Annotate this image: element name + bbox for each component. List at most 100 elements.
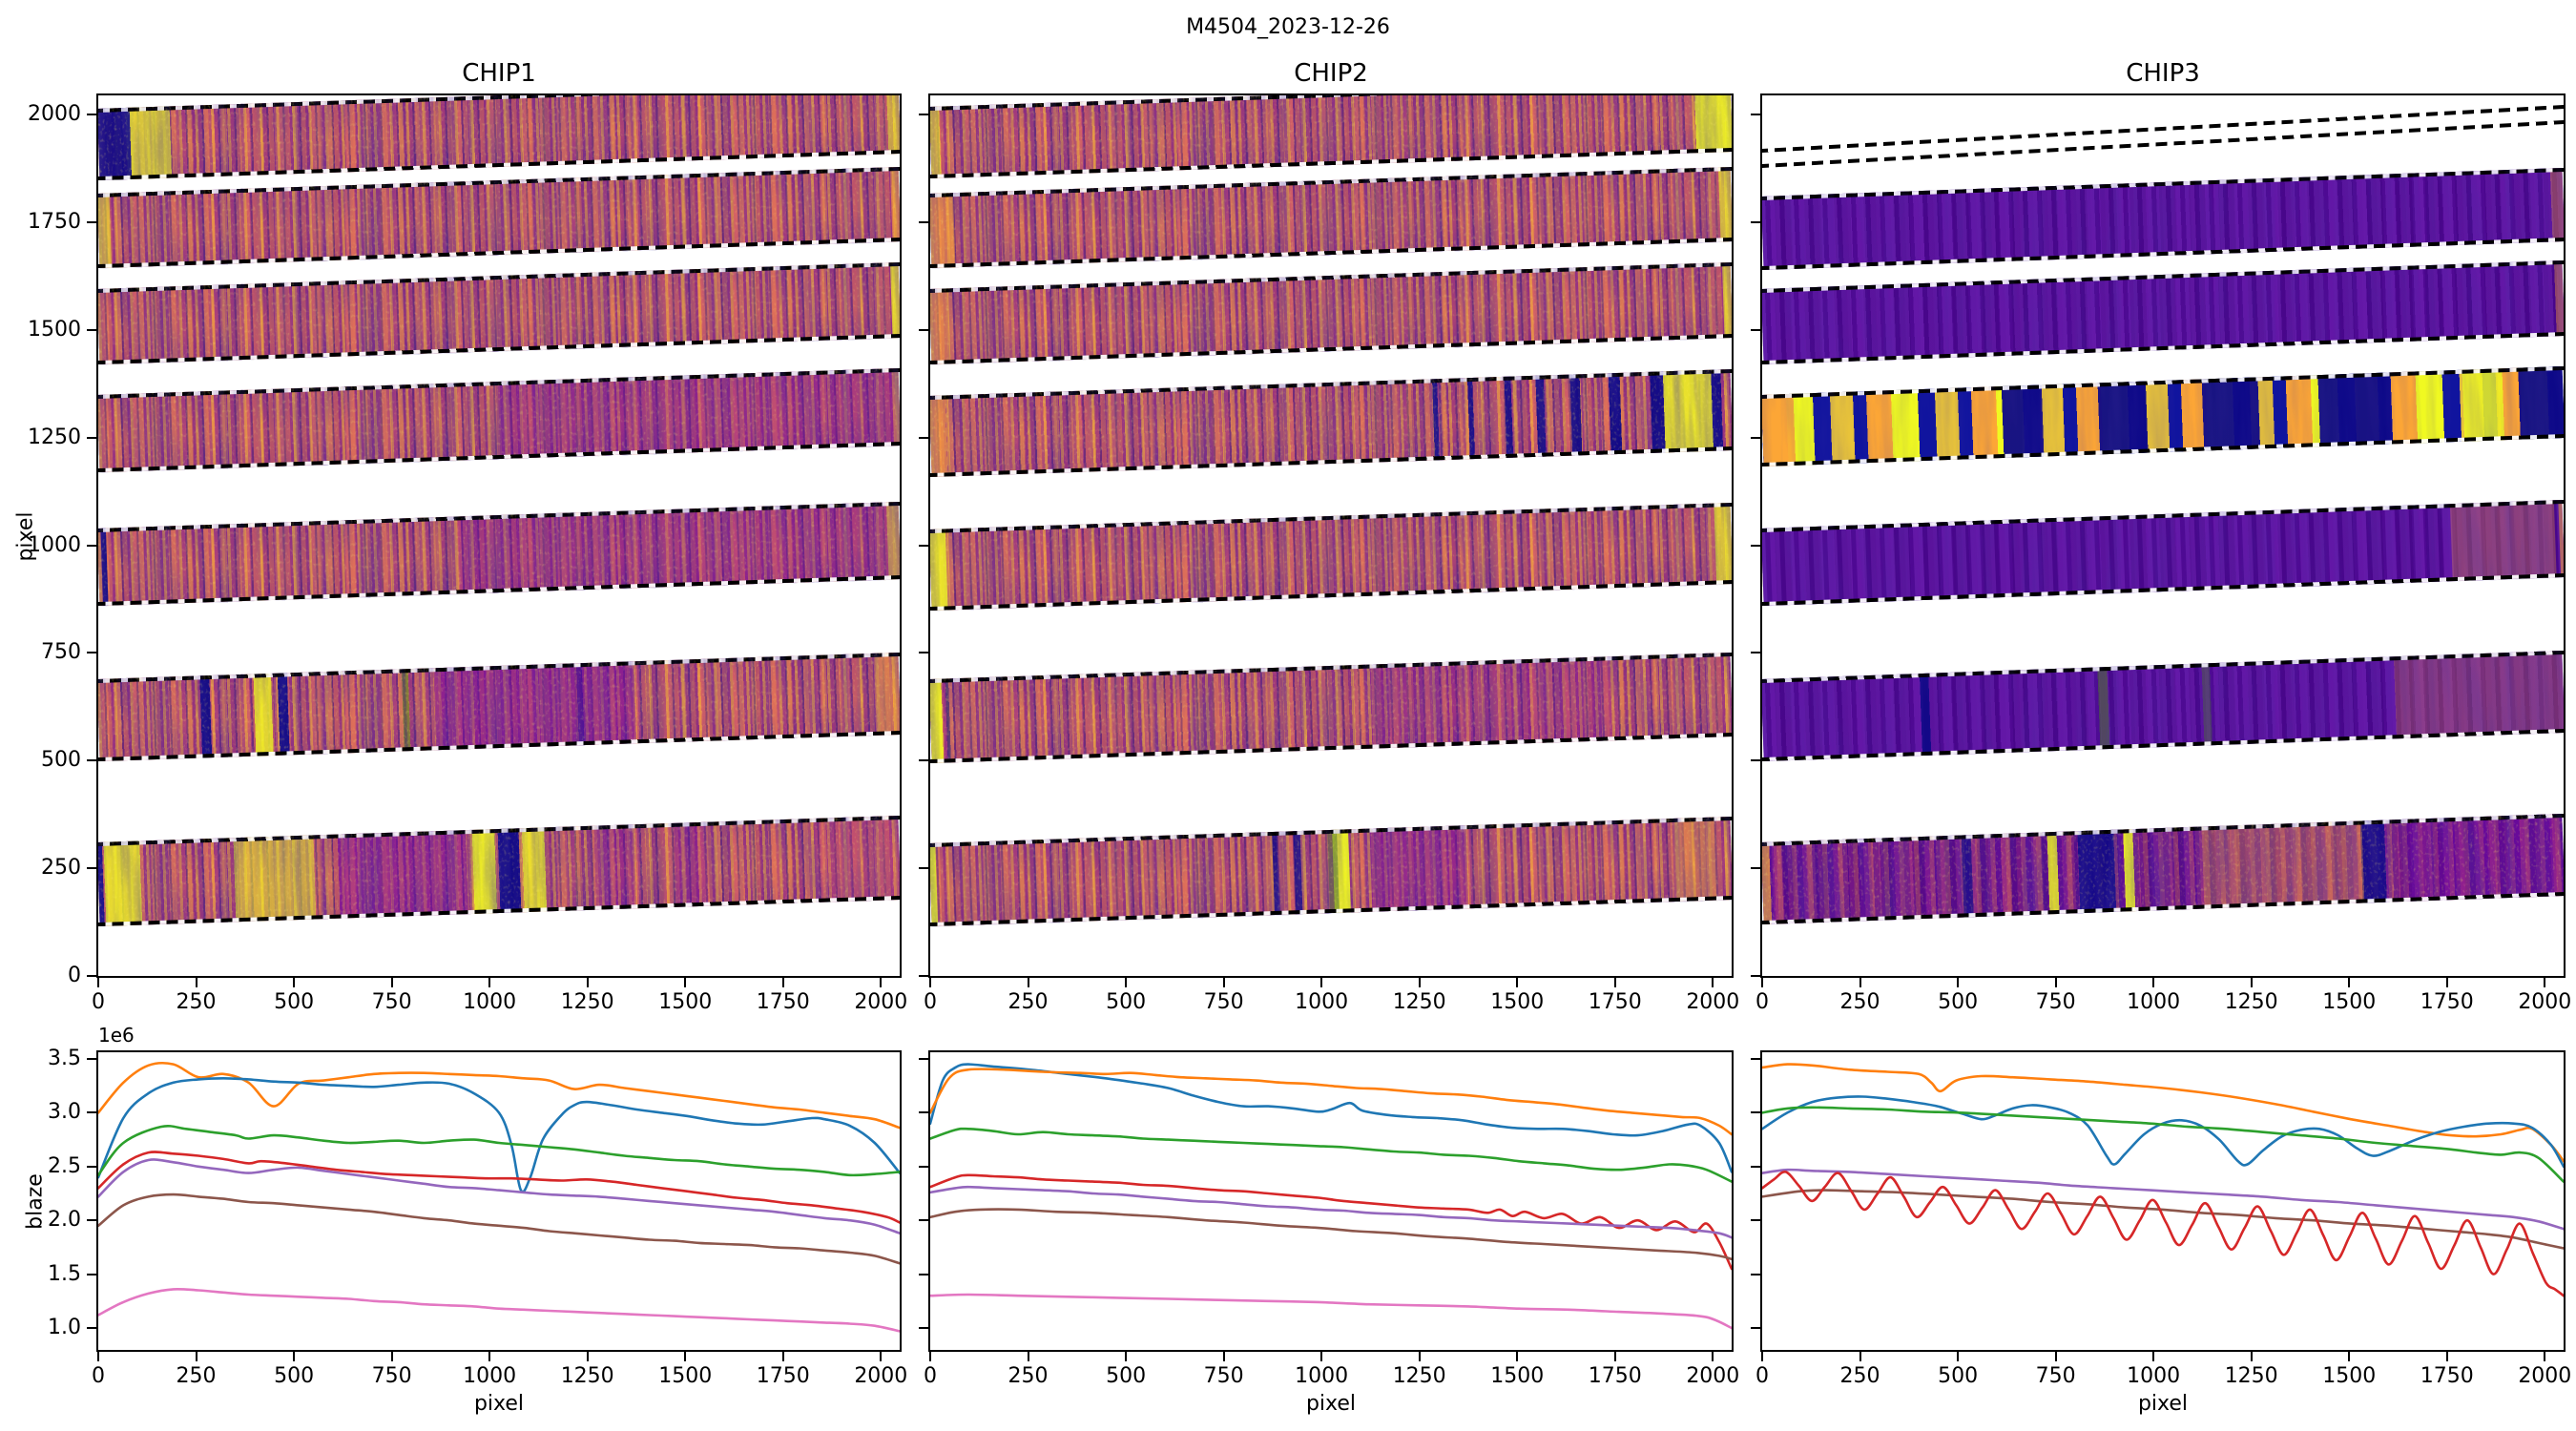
chip3-blaze-panel <box>1760 1050 2566 1352</box>
chip1-order-7-strip <box>98 816 900 927</box>
y-tick <box>87 436 96 439</box>
chip1-blaze-curve-order-6 <box>98 1192 900 1265</box>
chip-title-3: CHIP3 <box>2126 59 2200 88</box>
order-grain-noise <box>1762 814 2564 924</box>
chip2-order-3-strip <box>930 261 1732 365</box>
x-tick <box>390 978 393 987</box>
x-tick <box>2054 1352 2057 1361</box>
chip3-blaze-curve-order-1 <box>1762 1063 2564 1163</box>
x-tick-label: 250 <box>1008 990 1049 1014</box>
x-tick-label: 1250 <box>560 1364 614 1388</box>
chip2-order-4-strip <box>930 369 1732 477</box>
x-tick-label: 1500 <box>658 1364 713 1388</box>
x-tick-label: 250 <box>176 1364 217 1388</box>
x-tick <box>1222 1352 1225 1361</box>
x-tick <box>1712 1352 1714 1361</box>
x-tick-label: 1500 <box>2322 1364 2377 1388</box>
x-tick <box>1613 978 1616 987</box>
y-tick-label: 3.5 <box>48 1047 81 1070</box>
x-tick <box>1027 978 1029 987</box>
y-tick <box>87 1273 96 1275</box>
y-tick <box>919 975 928 977</box>
order-streak-noise <box>1762 168 2564 270</box>
x-tick <box>929 1352 931 1361</box>
x-tick <box>1027 1352 1029 1361</box>
chip1-blaze-curve-order-3 <box>98 1124 900 1177</box>
x-tick <box>2152 1352 2155 1361</box>
x-tick-label: 250 <box>1008 1364 1049 1388</box>
x-tick <box>1320 1352 1323 1361</box>
figure-title: M4504_2023-12-26 <box>1186 15 1390 39</box>
y-tick <box>87 1111 96 1114</box>
x-tick-label: 0 <box>924 1364 937 1388</box>
x-tick <box>1125 1352 1128 1361</box>
y-tick <box>1751 1219 1760 1222</box>
x-tick-label: 750 <box>371 990 412 1014</box>
y-tick <box>919 867 928 870</box>
y-tick-label: 2.5 <box>48 1153 81 1178</box>
chip2-order-7-strip <box>930 817 1732 927</box>
y-tick-label: 1500 <box>28 317 81 342</box>
x-tick <box>2445 978 2448 987</box>
y-tick <box>87 759 96 762</box>
chip3-order-2-strip <box>1762 168 2564 270</box>
y-tick <box>87 114 96 116</box>
x-tick-label: 250 <box>1839 990 1880 1014</box>
x-tick-label: 500 <box>1106 990 1147 1014</box>
x-tick-label: 0 <box>1755 990 1769 1014</box>
chip1-image-panel <box>96 93 902 978</box>
chip2-blaze-curves <box>930 1063 1732 1330</box>
x-tick <box>586 978 589 987</box>
y-tick <box>919 436 928 439</box>
x-tick <box>781 978 784 987</box>
chip1-blaze-curve-order-7 <box>98 1287 900 1333</box>
chip3-order-5-strip <box>1762 499 2564 606</box>
x-tick <box>2348 978 2351 987</box>
chip2-blaze-curve-order-2 <box>930 1063 1732 1173</box>
chip1-blaze-curve-order-5 <box>98 1158 900 1234</box>
order-streak-noise <box>98 653 900 761</box>
x-tick <box>293 1352 296 1361</box>
x-tick-label: 1000 <box>2127 1364 2181 1388</box>
x-tick <box>586 1352 589 1361</box>
x-tick-label: 2000 <box>2518 990 2572 1014</box>
y-tick <box>919 652 928 654</box>
x-tick <box>1712 978 1714 987</box>
x-tick-label: 1250 <box>1392 990 1446 1014</box>
x-tick <box>293 978 296 987</box>
x-tick <box>2348 1352 2351 1361</box>
order-grain-noise <box>930 817 1732 926</box>
x-tick <box>97 978 99 987</box>
x-tick-label: 2000 <box>1686 990 1740 1014</box>
y-tick <box>1751 436 1760 439</box>
order-streak-noise <box>98 262 900 364</box>
x-tick-label: 500 <box>274 1364 315 1388</box>
y-tick <box>1751 759 1760 762</box>
x-tick <box>1957 1352 1960 1361</box>
order-streak-noise <box>930 653 1732 763</box>
y-tick <box>87 328 96 331</box>
order-streak-noise <box>930 167 1732 268</box>
chip1-order-1-strip <box>98 95 900 179</box>
chip3-order-7-strip <box>1762 814 2564 924</box>
y-tick <box>919 1111 928 1114</box>
x-tick-label: 1000 <box>1295 990 1349 1014</box>
x-tick <box>1516 978 1519 987</box>
x-tick-label: 1750 <box>2420 1364 2474 1388</box>
x-tick <box>2445 1352 2448 1361</box>
y-tick-label: 2.0 <box>48 1208 81 1233</box>
order-streak-noise <box>930 503 1732 611</box>
chip2-blaze-curve-order-4 <box>930 1173 1732 1271</box>
y-tick-label: 0 <box>68 964 81 987</box>
y-tick <box>1751 1273 1760 1275</box>
x-tick-label: 1500 <box>2322 990 2377 1014</box>
x-tick <box>880 1352 883 1361</box>
x-tick-label: 0 <box>92 1364 105 1388</box>
x-tick <box>2250 1352 2253 1361</box>
y-tick <box>1751 1058 1760 1060</box>
y-tick <box>1751 1327 1760 1329</box>
x-tick-label: 500 <box>1106 1364 1147 1388</box>
order-streak-noise <box>98 816 900 926</box>
x-tick <box>1859 978 1861 987</box>
